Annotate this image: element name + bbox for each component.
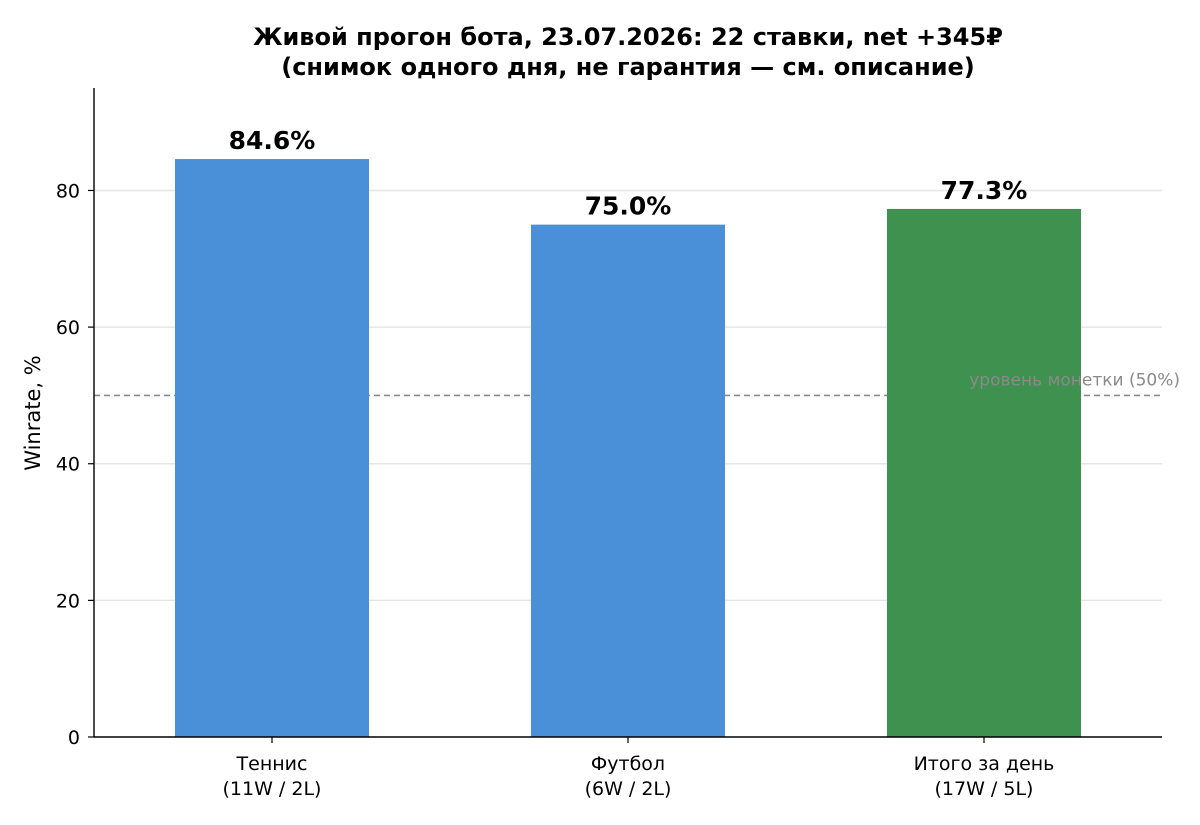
- x-tick-label: Теннис: [236, 753, 308, 775]
- reference-line-label: уровень монетки (50%): [969, 370, 1180, 390]
- x-tick-label: (11W / 2L): [223, 778, 322, 800]
- y-tick-label: 0: [68, 727, 80, 749]
- y-axis-title: Winrate, %: [21, 355, 45, 470]
- x-axis: Теннис (11W / 2L) Футбол (6W / 2L) Итого за …: [94, 736, 1162, 800]
- data-label: 84.6%: [229, 126, 316, 155]
- y-axis: 0 20 40 60 80: [56, 88, 95, 749]
- y-tick-label: 40: [56, 454, 80, 476]
- y-tick-label: 20: [56, 590, 80, 612]
- data-label: 77.3%: [941, 176, 1028, 205]
- chart-subtitle: (снимок одного дня, не гарантия — см. оп…: [281, 53, 975, 81]
- bar: [886, 208, 1082, 737]
- data-labels: 84.6% 75.0% 77.3% уровень монетки (50%): [229, 126, 1180, 390]
- bar: [530, 224, 726, 737]
- bars: [174, 159, 1082, 738]
- data-label: 75.0%: [585, 192, 672, 221]
- x-tick-label: (17W / 5L): [935, 778, 1034, 800]
- bar: [174, 159, 370, 738]
- x-tick-label: (6W / 2L): [585, 778, 672, 800]
- y-tick-label: 60: [56, 317, 80, 339]
- chart-title: Живой прогон бота, 23.07.2026: 22 ставки…: [253, 23, 1003, 51]
- x-tick-label: Итого за день: [914, 753, 1055, 775]
- x-tick-label: Футбол: [591, 753, 665, 775]
- y-tick-label: 80: [56, 180, 80, 202]
